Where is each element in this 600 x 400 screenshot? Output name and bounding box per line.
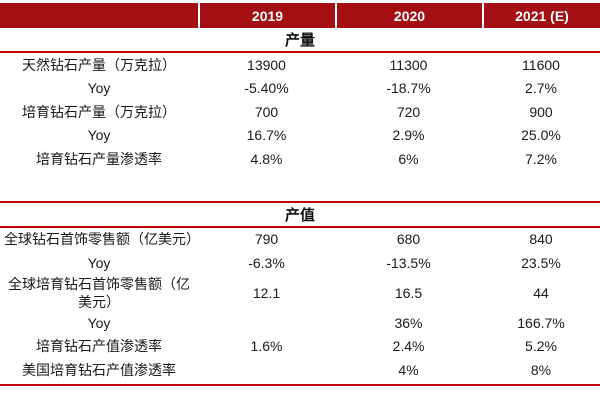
cell-2019: 13900 xyxy=(247,56,286,73)
year-header-row: 2019 2020 2021 (E) xyxy=(0,3,600,28)
row-label: Yoy xyxy=(87,254,111,271)
cell-2020: 36% xyxy=(394,314,423,331)
cell-2020: 6% xyxy=(398,150,419,167)
cell-2021e: 5.2% xyxy=(525,338,557,355)
cell-2021e: 840 xyxy=(529,231,553,248)
section-title-production-volume: 产量 xyxy=(0,28,600,53)
section-title-production-value: 产值 xyxy=(0,200,600,228)
cell-2019: 790 xyxy=(254,231,279,248)
row-label: 培育钻石产量渗透率 xyxy=(36,150,162,167)
year-header-2020: 2020 xyxy=(335,3,482,28)
cell-2020: 2.4% xyxy=(392,338,425,355)
table-row: 美国培育钻石产值渗透率 4% 8% xyxy=(0,358,600,382)
cell-2019: 4.8% xyxy=(250,150,283,167)
table-row: Yoy 16.7% 2.9% 25.0% xyxy=(0,124,600,148)
cell-2020: 2.9% xyxy=(392,127,425,144)
table-row: 培育钻石产量渗透率 4.8% 6% 7.2% xyxy=(0,147,600,171)
cell-2020: -13.5% xyxy=(386,254,431,271)
cell-2019: 12.1 xyxy=(252,284,281,301)
year-header-empty-cell xyxy=(0,3,198,28)
row-label: 美国培育钻石产值渗透率 xyxy=(22,361,176,378)
cell-2021e: 25.0% xyxy=(521,127,561,144)
cell-2021e: 7.2% xyxy=(525,150,557,167)
cell-2020: 11300 xyxy=(389,56,428,73)
cell-2019: -5.40% xyxy=(244,80,289,97)
table-row: 全球培育钻石首饰零售额（亿美元） 12.1 16.5 44 xyxy=(0,275,600,311)
table-bottom-rule xyxy=(0,384,600,387)
row-label: 全球钻石首饰零售额（亿美元） xyxy=(4,231,200,248)
cell-2019: 1.6% xyxy=(250,338,283,355)
cell-2021e: 23.5% xyxy=(521,254,561,271)
table-row: Yoy -5.40% -18.7% 2.7% xyxy=(0,77,600,101)
row-label: 培育钻石产量（万克拉） xyxy=(22,103,176,120)
cell-2021e: 44 xyxy=(533,284,549,301)
cell-2021e: 2.7% xyxy=(525,80,557,97)
cell-2021e: 166.7% xyxy=(517,314,565,331)
table-row: Yoy -6.3% -13.5% 23.5% xyxy=(0,251,600,275)
section-spacer xyxy=(0,171,600,201)
cell-2020: 4% xyxy=(398,361,419,378)
cell-2019: 16.7% xyxy=(246,127,287,144)
cell-2021e: 8% xyxy=(530,361,552,378)
row-label: Yoy xyxy=(87,314,111,331)
row-label: Yoy xyxy=(87,127,111,144)
table-row: 全球钻石首饰零售额（亿美元） 790 680 840 xyxy=(0,228,600,252)
row-label: 天然钻石产量（万克拉） xyxy=(22,56,176,73)
cell-2020: 16.5 xyxy=(394,284,423,301)
table-row: Yoy 36% 166.7% xyxy=(0,311,600,335)
table-row: 培育钻石产值渗透率 1.6% 2.4% 5.2% xyxy=(0,334,600,358)
table-row: 培育钻石产量（万克拉） 700 720 900 xyxy=(0,100,600,124)
cell-2019: 700 xyxy=(254,103,279,120)
cell-2019: -6.3% xyxy=(248,254,285,271)
row-label: Yoy xyxy=(87,80,111,97)
year-header-2021e: 2021 (E) xyxy=(482,3,600,28)
cell-2020: 680 xyxy=(396,231,421,248)
year-header-2019: 2019 xyxy=(198,3,335,28)
cell-2021e: 11600 xyxy=(522,56,560,73)
cell-2020: 720 xyxy=(396,103,421,120)
cell-2020: -18.7% xyxy=(386,80,431,97)
row-label: 培育钻石产值渗透率 xyxy=(36,338,162,355)
table-row: 天然钻石产量（万克拉） 13900 11300 11600 xyxy=(0,53,600,77)
row-label: 全球培育钻石首饰零售额（亿美元） xyxy=(8,275,190,310)
cell-2021e: 900 xyxy=(529,103,553,120)
